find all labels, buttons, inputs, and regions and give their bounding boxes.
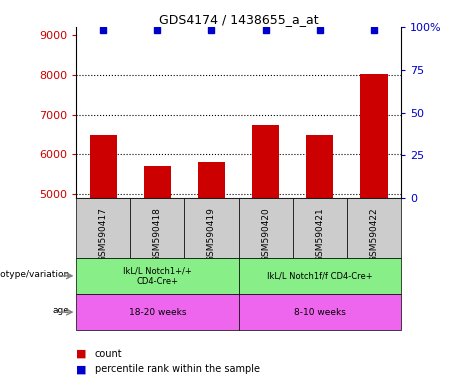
Text: IkL/L Notch1+/+
CD4-Cre+: IkL/L Notch1+/+ CD4-Cre+	[123, 266, 192, 286]
Bar	[76, 258, 238, 294]
Bar	[89, 134, 117, 199]
Text: IkL/L Notch1f/f CD4-Cre+: IkL/L Notch1f/f CD4-Cre+	[267, 271, 372, 280]
Text: GSM590421: GSM590421	[315, 207, 325, 262]
Text: GSM590417: GSM590417	[99, 207, 108, 262]
Bar	[184, 199, 239, 258]
Text: GSM590422: GSM590422	[369, 207, 378, 262]
Text: percentile rank within the sample: percentile rank within the sample	[95, 364, 260, 374]
Bar	[347, 199, 401, 258]
Bar	[252, 124, 279, 199]
Bar	[306, 135, 333, 199]
Title: GDS4174 / 1438655_a_at: GDS4174 / 1438655_a_at	[159, 13, 319, 26]
Text: GSM590419: GSM590419	[207, 207, 216, 262]
Bar	[361, 74, 388, 199]
Bar	[293, 199, 347, 258]
Text: GSM590418: GSM590418	[153, 207, 162, 262]
Text: GSM590420: GSM590420	[261, 207, 270, 262]
Bar	[238, 258, 401, 294]
Bar	[76, 294, 238, 330]
Text: 18-20 weeks: 18-20 weeks	[129, 308, 186, 316]
Bar	[238, 294, 401, 330]
Text: genotype/variation: genotype/variation	[0, 270, 70, 278]
Text: count: count	[95, 349, 122, 359]
Text: 8-10 weeks: 8-10 weeks	[294, 308, 346, 316]
Bar	[198, 162, 225, 199]
Bar	[238, 199, 293, 258]
Bar	[130, 199, 184, 258]
Bar	[144, 166, 171, 199]
Bar	[76, 199, 130, 258]
Text: ■: ■	[76, 349, 87, 359]
Text: ■: ■	[76, 364, 87, 374]
Text: age: age	[53, 306, 70, 315]
